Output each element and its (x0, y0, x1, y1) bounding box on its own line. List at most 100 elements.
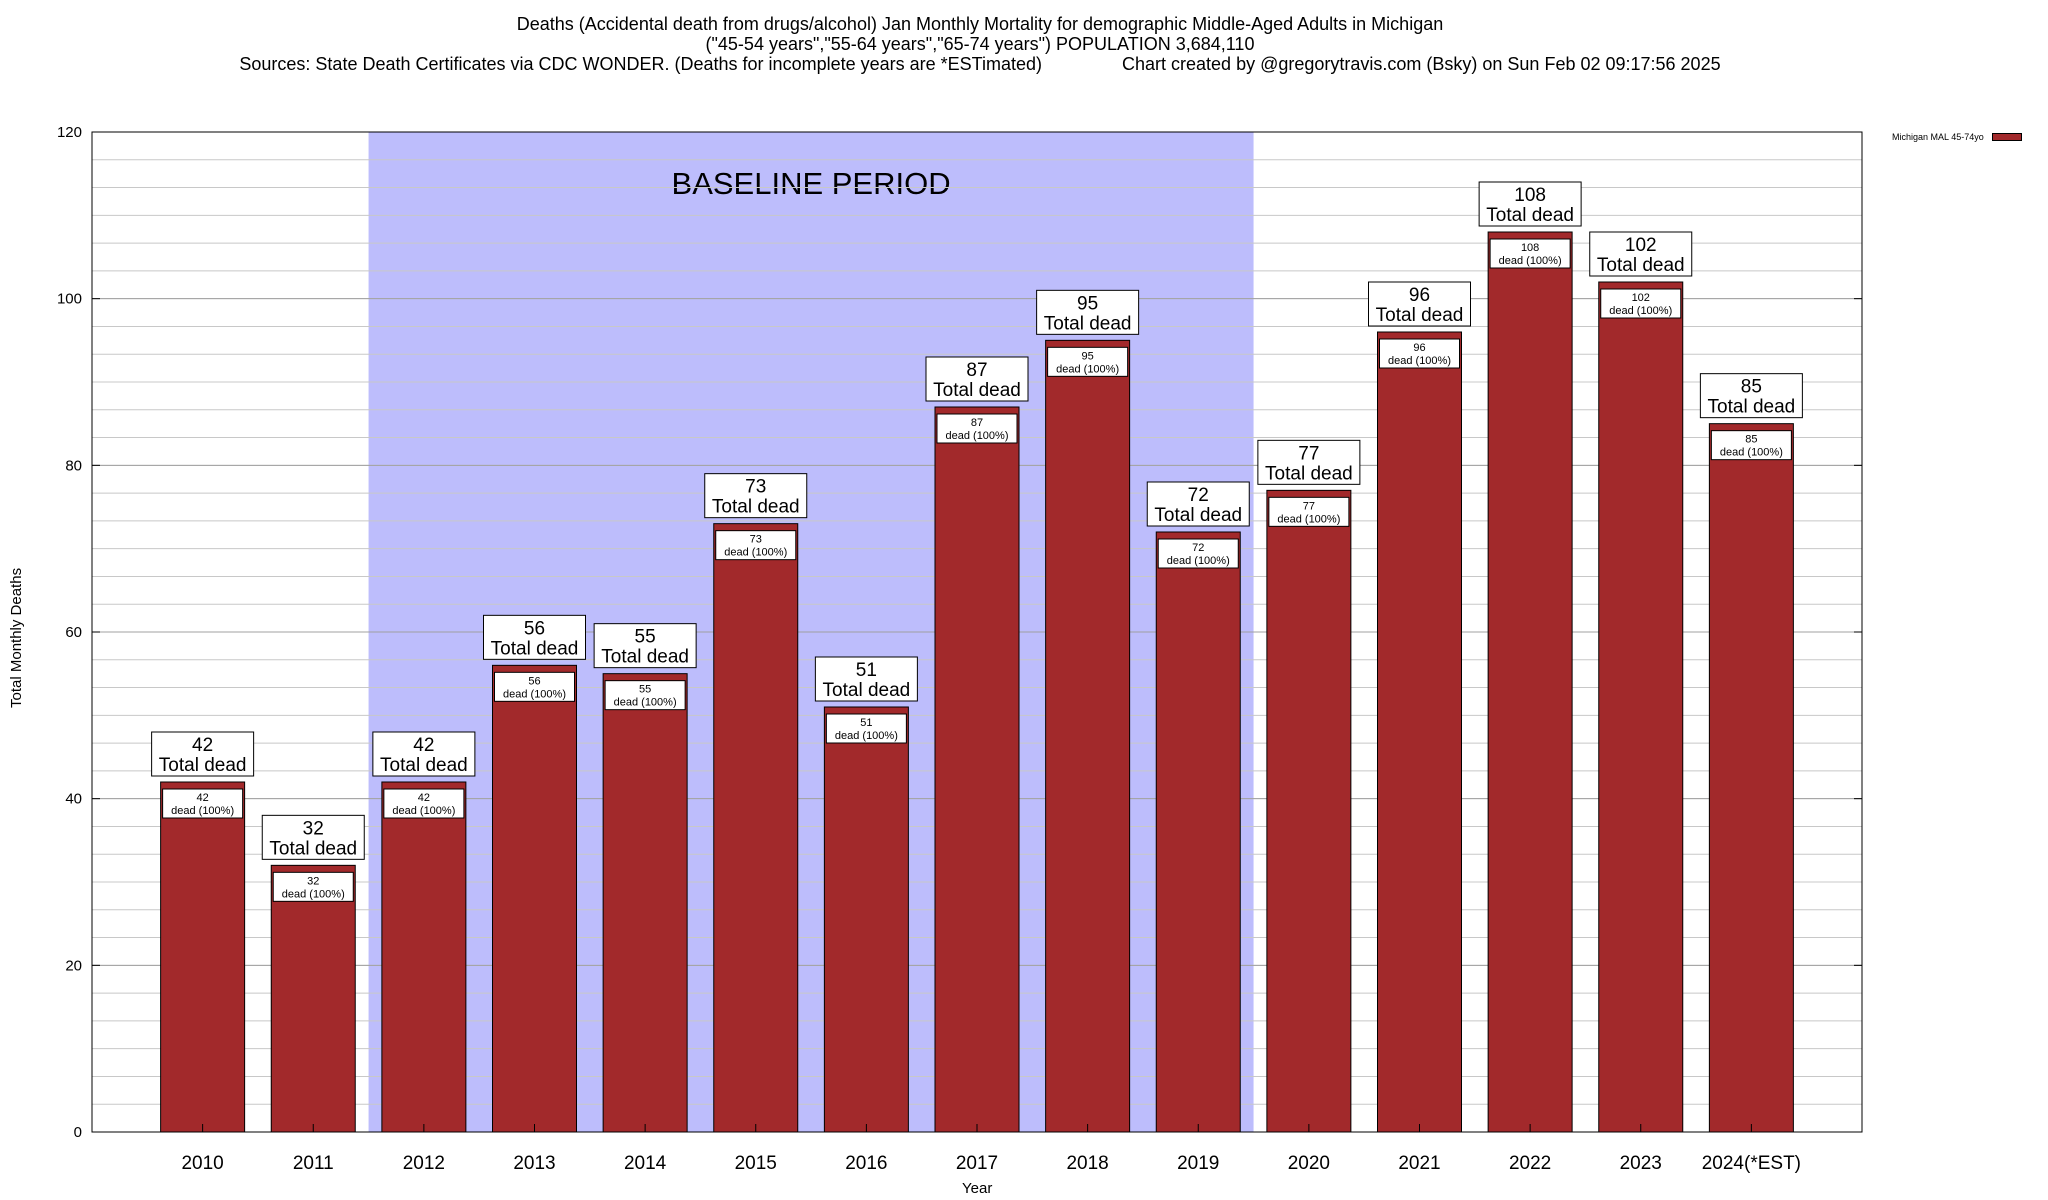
top-label-box (1368, 281, 1471, 327)
top-total-label: Total dead (269, 838, 357, 859)
inner-value-label: 108 (1521, 242, 1539, 254)
x-tick-label: 2020 (1288, 1153, 1330, 1174)
top-total-label: Total dead (491, 638, 579, 659)
top-value-label: 42 (192, 735, 213, 756)
inner-label-box (825, 713, 907, 744)
top-label-box (372, 731, 476, 777)
top-label-box (704, 473, 808, 519)
top-value-label: 42 (413, 735, 434, 756)
inner-label-box (1047, 346, 1129, 377)
inner-label-box (1600, 288, 1682, 319)
bar (934, 406, 1020, 1133)
top-value-label: 77 (1298, 443, 1319, 464)
inner-value-label: 56 (528, 675, 540, 687)
inner-value-label: 42 (197, 792, 209, 804)
bar (381, 781, 467, 1133)
inner-label-box (1268, 496, 1350, 527)
inner-value-label: 102 (1632, 292, 1650, 304)
inner-label-box (272, 871, 354, 902)
inner-label-box (1710, 430, 1792, 461)
inner-value-label: 87 (971, 417, 983, 429)
inner-pct-label: dead (100%) (171, 805, 234, 817)
top-total-label: Total dead (159, 755, 247, 776)
inner-value-label: 51 (860, 717, 872, 729)
top-label-box (1146, 481, 1250, 527)
x-tick-label: 2024(*EST) (1702, 1153, 1801, 1174)
top-label-box (925, 356, 1029, 402)
inner-label-box (1157, 538, 1239, 569)
x-tick-label: 2019 (1177, 1153, 1219, 1174)
top-value-label: 108 (1514, 185, 1546, 206)
x-tick-label: 2011 (293, 1153, 334, 1174)
top-value-label: 85 (1741, 377, 1762, 398)
top-label-box (814, 656, 918, 702)
y-tick-label: 40 (65, 791, 82, 808)
top-label-box (593, 623, 697, 669)
inner-label-box (1379, 338, 1460, 369)
top-total-label: Total dead (1265, 463, 1353, 484)
bar (1155, 531, 1241, 1133)
top-label-box (1478, 181, 1582, 227)
x-tick-label: 2022 (1509, 1153, 1551, 1174)
inner-value-label: 32 (307, 875, 319, 887)
top-value-label: 72 (1188, 485, 1209, 506)
legend: Michigan MAL 45-74yo (1892, 132, 2022, 142)
top-total-label: Total dead (1154, 505, 1242, 526)
inner-pct-label: dead (100%) (1499, 255, 1562, 267)
y-tick-label: 0 (74, 1124, 82, 1141)
inner-value-label: 72 (1192, 542, 1204, 554)
x-tick-label: 2016 (845, 1153, 887, 1174)
bar (1377, 331, 1462, 1133)
inner-pct-label: dead (100%) (946, 430, 1009, 442)
top-total-label: Total dead (933, 380, 1021, 401)
top-label-box (1036, 289, 1140, 335)
top-value-label: 102 (1625, 235, 1657, 256)
inner-value-label: 73 (750, 534, 762, 546)
bar (1045, 339, 1131, 1133)
x-tick-label: 2010 (181, 1153, 223, 1174)
legend-swatch (1991, 133, 2022, 141)
chart-subtitle: ("45-54 years","55-64 years","65-74 year… (705, 34, 1255, 54)
inner-value-label: 85 (1745, 434, 1757, 446)
x-tick-label: 2013 (513, 1153, 555, 1174)
inner-label-box (383, 788, 465, 819)
bar (160, 781, 246, 1133)
top-total-label: Total dead (380, 755, 468, 776)
top-value-label: 55 (635, 627, 656, 648)
top-value-label: 96 (1409, 285, 1430, 306)
top-value-label: 56 (524, 618, 545, 639)
inner-label-box (1489, 238, 1571, 269)
top-total-label: Total dead (712, 497, 800, 518)
legend-label: Michigan MAL 45-74yo (1892, 132, 1984, 142)
inner-label-box (494, 671, 575, 702)
top-value-label: 32 (303, 818, 324, 839)
top-value-label: 73 (745, 477, 766, 498)
x-tick-label: 2023 (1620, 1153, 1662, 1174)
inner-pct-label: dead (100%) (392, 805, 455, 817)
top-label-box (1589, 231, 1693, 277)
inner-label-box (604, 680, 686, 711)
x-tick-label: 2012 (403, 1153, 445, 1174)
y-tick-label: 20 (65, 957, 82, 974)
bar (823, 706, 909, 1133)
top-label-box (1257, 439, 1361, 485)
inner-pct-label: dead (100%) (835, 730, 898, 742)
x-tick-label: 2018 (1066, 1153, 1108, 1174)
top-total-label: Total dead (601, 647, 689, 668)
x-tick-label: 2017 (956, 1153, 998, 1174)
inner-value-label: 96 (1413, 342, 1425, 354)
y-tick-label: 80 (65, 457, 82, 474)
x-tick-label: 2021 (1398, 1153, 1440, 1174)
y-tick-label: 60 (65, 624, 82, 641)
inner-pct-label: dead (100%) (614, 697, 677, 709)
top-value-label: 51 (856, 660, 877, 681)
y-tick-label: 100 (57, 291, 82, 308)
bar (1598, 281, 1684, 1133)
top-total-label: Total dead (1044, 313, 1132, 334)
top-value-label: 87 (966, 360, 987, 381)
inner-label-box (936, 413, 1018, 444)
x-tick-label: 2015 (735, 1153, 777, 1174)
bar (1487, 231, 1573, 1133)
bar (602, 673, 688, 1133)
bar (270, 864, 356, 1133)
